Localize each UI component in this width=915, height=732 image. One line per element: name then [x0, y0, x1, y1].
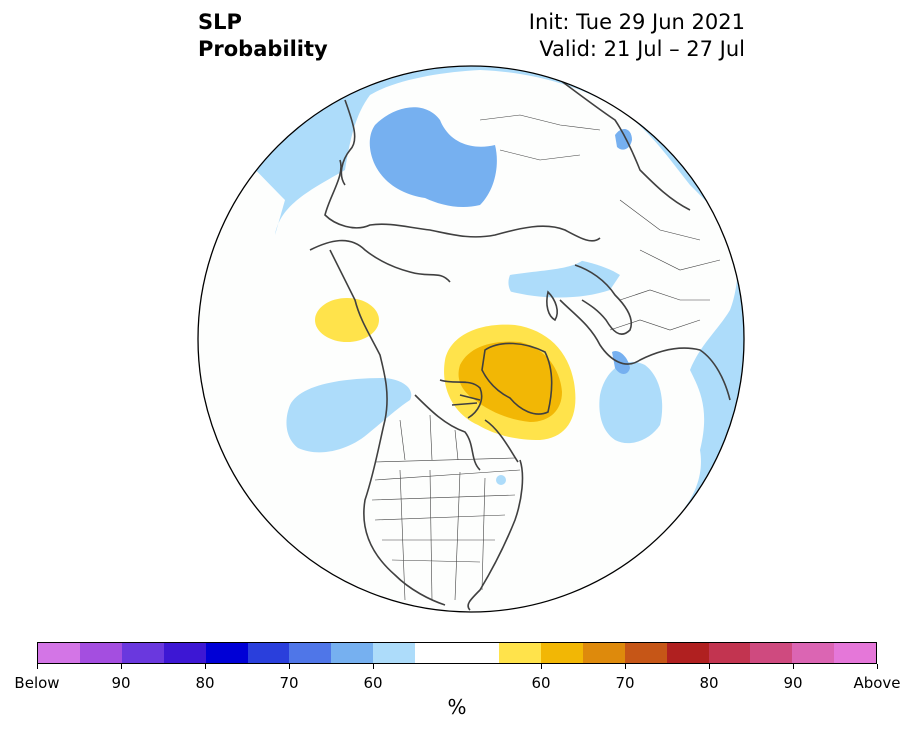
colorbar-segment: [834, 643, 877, 663]
below-60-region-pacific: [286, 378, 412, 453]
coastline-europe: [559, 299, 731, 401]
map-boundary-circle: [197, 65, 745, 613]
country-borders: [371, 114, 721, 601]
borders-europe: [609, 289, 710, 331]
valid-range: Valid: 21 Jul – 27 Jul: [539, 37, 745, 61]
colorbar-tick-label: 60: [531, 674, 551, 692]
coastline-uk: [546, 290, 558, 322]
colorbar-tick-label: 80: [699, 674, 719, 692]
polar-map: [197, 65, 745, 613]
below-60-region-great-lakes: [496, 475, 506, 485]
borders-canada-provinces: [399, 414, 459, 461]
forecast-dates: Init: Tue 29 Jun 2021 Valid: 21 Jul – 27…: [529, 9, 745, 63]
colorbar-tick-mark: [36, 664, 38, 669]
below-70-region-siberia-east: [615, 128, 632, 150]
colorbar-segment: [708, 643, 751, 663]
init-date: Init: Tue 29 Jun 2021: [528, 10, 745, 34]
coastline-scandinavia: [574, 264, 633, 335]
colorbar-unit-label: %: [447, 695, 467, 719]
colorbar-segment: [582, 643, 625, 663]
colorbar-tick-mark: [792, 664, 794, 669]
colorbar-tick-mark: [540, 664, 542, 669]
coastlines: [309, 79, 731, 611]
colorbar-tick-mark: [372, 664, 374, 669]
border-us-canada: [374, 457, 516, 463]
coastline-kamchatka: [340, 99, 356, 186]
colorbar-segment: [331, 643, 374, 663]
colorbar-tick-mark: [876, 664, 878, 669]
coastline-hudson-bay: [414, 394, 519, 471]
below-60-region-atlantic: [599, 361, 663, 444]
colorbar-tick-mark: [120, 664, 122, 669]
colorbar-segment: [163, 643, 206, 663]
colorbar-segment: [205, 643, 248, 663]
colorbar-segment: [38, 643, 80, 663]
colorbar-segment: [792, 643, 835, 663]
colorbar-tick-label: Below: [14, 674, 60, 692]
colorbar-segment: [121, 643, 164, 663]
borders-us-states: [371, 469, 521, 601]
colorbar-segment: [79, 643, 122, 663]
colorbar-segment: [750, 643, 793, 663]
colorbar-tick-mark: [624, 664, 626, 669]
title-line-1: SLP: [198, 10, 242, 34]
colorbar-tick-mark: [288, 664, 290, 669]
colorbar-tick-label: 80: [195, 674, 215, 692]
colorbar-segment: [624, 643, 667, 663]
colorbar-segment: [666, 643, 709, 663]
below-70-region-siberia-west: [369, 107, 497, 208]
coastline-north-america-east: [467, 459, 524, 611]
map-fill-layer: [198, 66, 744, 612]
map-title: SLP Probability: [198, 9, 328, 63]
colorbar-tick-label: Above: [853, 674, 901, 692]
colorbar-tick-label: 90: [783, 674, 803, 692]
colorbar: [37, 642, 877, 664]
coastline-siberia: [324, 159, 601, 242]
coastline-alaska: [309, 239, 451, 283]
colorbar-segment: [373, 643, 416, 663]
coastline-greenland: [481, 342, 553, 415]
colorbar-tick-mark: [708, 664, 710, 669]
colorbar-tick-mark: [204, 664, 206, 669]
colorbar-tick-label: 60: [363, 674, 383, 692]
colorbar-tick-label: 70: [615, 674, 635, 692]
coastline-arctic-canada: [439, 379, 483, 419]
colorbar-segment: [415, 643, 458, 663]
above-55-region-pacific: [315, 298, 379, 342]
title-line-2: Probability: [198, 37, 328, 61]
coastline-north-america-west: [329, 249, 446, 606]
coastline-asia-east: [559, 79, 691, 211]
colorbar-segment: [289, 643, 332, 663]
colorbar-segment: [457, 643, 499, 663]
colorbar-tick-label: 90: [111, 674, 131, 692]
borders-asia: [479, 114, 721, 271]
colorbar-tick-label: 70: [279, 674, 299, 692]
colorbar-segment: [540, 643, 583, 663]
colorbar-segment: [247, 643, 290, 663]
colorbar-segment: [498, 643, 541, 663]
above-60-region-greenland: [458, 341, 562, 422]
